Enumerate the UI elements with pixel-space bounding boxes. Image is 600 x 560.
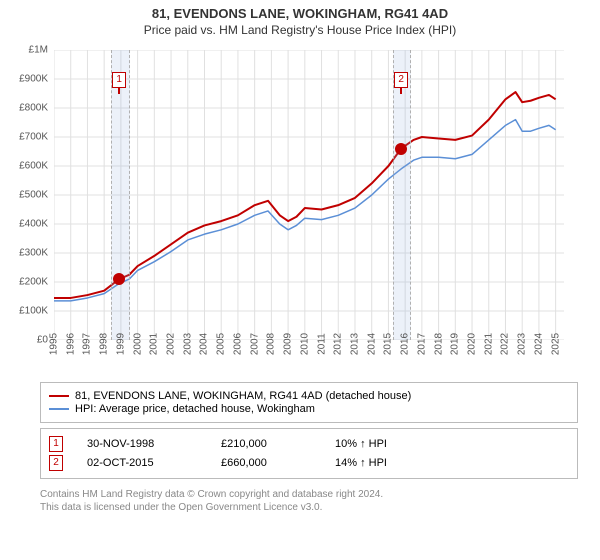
- x-axis-label: 1995: [49, 333, 60, 355]
- y-axis-label: £1M: [29, 45, 48, 56]
- x-axis-label: 2014: [366, 333, 377, 355]
- x-axis-label: 2015: [383, 333, 394, 355]
- x-axis-label: 2013: [349, 333, 360, 355]
- y-axis-label: £100K: [19, 306, 48, 317]
- x-axis-label: 2000: [132, 333, 143, 355]
- x-axis-label: 2021: [483, 333, 494, 355]
- x-axis-label: 2012: [333, 333, 344, 355]
- legend-label: HPI: Average price, detached house, Woki…: [75, 403, 315, 415]
- y-axis-label: £400K: [19, 219, 48, 230]
- x-axis-label: 2010: [299, 333, 310, 355]
- chart-subtitle: Price paid vs. HM Land Registry's House …: [0, 21, 600, 37]
- sale-price: £660,000: [221, 457, 311, 469]
- x-axis-label: 1996: [65, 333, 76, 355]
- x-axis-label: 2003: [182, 333, 193, 355]
- x-axis-label: 2008: [266, 333, 277, 355]
- legend-swatch: [49, 408, 69, 410]
- x-axis-label: 2016: [400, 333, 411, 355]
- plot-svg: [54, 50, 564, 340]
- x-axis-label: 2005: [216, 333, 227, 355]
- x-axis-label: 2025: [550, 333, 561, 355]
- sale-row-marker: 2: [49, 455, 63, 471]
- x-axis-label: 2017: [416, 333, 427, 355]
- x-axis-label: 2019: [450, 333, 461, 355]
- legend-swatch: [49, 395, 69, 397]
- x-axis-label: 2002: [166, 333, 177, 355]
- marker-tick: [400, 88, 402, 94]
- sales-table: 1 30-NOV-1998 £210,000 10% ↑ HPI 2 02-OCT-201…: [40, 428, 578, 479]
- x-axis-label: 2011: [316, 333, 327, 355]
- x-axis-label: 1998: [99, 333, 110, 355]
- sale-date: 02-OCT-2015: [87, 457, 197, 469]
- marker-tick: [118, 88, 120, 94]
- sale-point: [113, 273, 125, 285]
- shade-range: [111, 50, 130, 340]
- x-axis-label: 1997: [82, 333, 93, 355]
- y-axis-label: £800K: [19, 103, 48, 114]
- x-axis-label: 2020: [467, 333, 478, 355]
- x-axis-label: 2018: [433, 333, 444, 355]
- sale-marker-box: 1: [112, 72, 126, 88]
- y-axis-label: £900K: [19, 74, 48, 85]
- x-axis-label: 2022: [500, 333, 511, 355]
- sale-row: 1 30-NOV-1998 £210,000 10% ↑ HPI: [49, 436, 569, 452]
- x-axis-label: 1999: [115, 333, 126, 355]
- footer-line-2: This data is licensed under the Open Gov…: [40, 501, 383, 514]
- sale-row-marker: 1: [49, 436, 63, 452]
- x-axis-label: 2001: [149, 333, 160, 355]
- sale-date: 30-NOV-1998: [87, 438, 197, 450]
- x-axis-label: 2007: [249, 333, 260, 355]
- container: 81, EVENDONS LANE, WOKINGHAM, RG41 4AD P…: [0, 0, 600, 560]
- legend-label: 81, EVENDONS LANE, WOKINGHAM, RG41 4AD (…: [75, 390, 411, 402]
- y-axis-label: £600K: [19, 161, 48, 172]
- legend-row: 81, EVENDONS LANE, WOKINGHAM, RG41 4AD (…: [49, 390, 569, 402]
- legend-box: 81, EVENDONS LANE, WOKINGHAM, RG41 4AD (…: [40, 382, 578, 423]
- sale-point: [395, 143, 407, 155]
- sale-price: £210,000: [221, 438, 311, 450]
- x-axis-label: 2004: [199, 333, 210, 355]
- y-axis-label: £700K: [19, 132, 48, 143]
- x-axis-label: 2006: [232, 333, 243, 355]
- chart-area: £0£100K£200K£300K£400K£500K£600K£700K£80…: [54, 50, 564, 340]
- sale-pct: 10% ↑ HPI: [335, 438, 435, 450]
- legend-row: HPI: Average price, detached house, Woki…: [49, 403, 569, 415]
- y-axis-label: £300K: [19, 248, 48, 259]
- sale-pct: 14% ↑ HPI: [335, 457, 435, 469]
- y-axis-label: £0: [37, 335, 48, 346]
- y-axis-label: £200K: [19, 277, 48, 288]
- chart-title: 81, EVENDONS LANE, WOKINGHAM, RG41 4AD: [0, 0, 600, 21]
- sale-marker-box: 2: [394, 72, 408, 88]
- x-axis-label: 2023: [517, 333, 528, 355]
- y-axis-label: £500K: [19, 190, 48, 201]
- sale-row: 2 02-OCT-2015 £660,000 14% ↑ HPI: [49, 455, 569, 471]
- footer-line-1: Contains HM Land Registry data © Crown c…: [40, 488, 383, 501]
- footer-attribution: Contains HM Land Registry data © Crown c…: [40, 488, 383, 514]
- x-axis-label: 2024: [533, 333, 544, 355]
- x-axis-label: 2009: [283, 333, 294, 355]
